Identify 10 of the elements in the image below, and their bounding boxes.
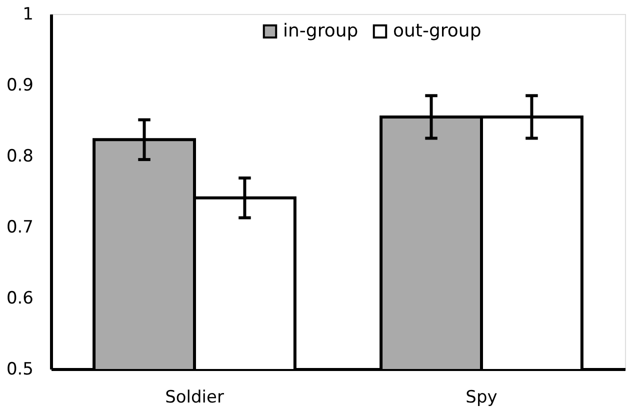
legend-label: in-group — [283, 20, 358, 42]
y-tick-label: 0.9 — [6, 76, 34, 96]
y-tick-label: 0.7 — [6, 218, 34, 238]
x-tick-label: Spy — [466, 388, 498, 408]
y-tick-label: 0.8 — [6, 146, 34, 166]
y-tick-label: 0.6 — [6, 288, 34, 308]
y-tick-label: 1 — [22, 4, 34, 24]
y-tick-label: 0.5 — [6, 360, 34, 380]
x-tick-label: Soldier — [165, 388, 224, 408]
legend-label: out-group — [393, 20, 482, 42]
